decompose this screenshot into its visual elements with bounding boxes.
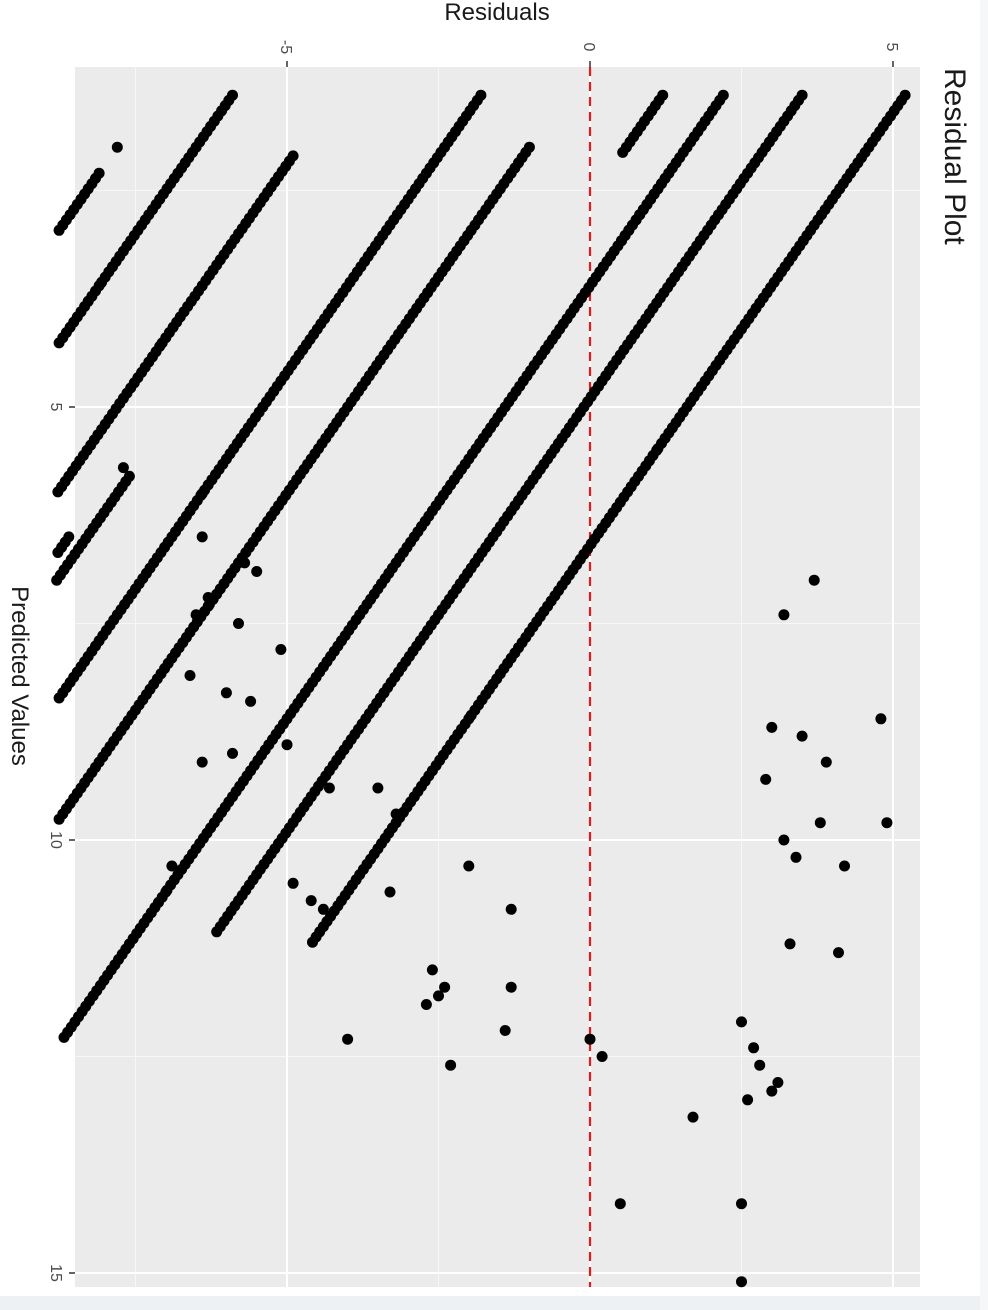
data-point <box>281 739 293 751</box>
data-point <box>372 782 384 794</box>
data-point <box>52 486 64 498</box>
data-point <box>323 782 335 794</box>
data-point <box>53 692 65 704</box>
data-point <box>433 990 444 1002</box>
data-point <box>748 1042 760 1054</box>
data-point <box>111 141 123 153</box>
data-point <box>420 999 432 1010</box>
data-point <box>784 938 796 950</box>
data-point <box>426 964 438 976</box>
data-point <box>227 747 238 759</box>
data-point <box>287 877 299 889</box>
predicted-tick-label: 15 <box>47 1264 64 1282</box>
data-point <box>596 1051 608 1062</box>
data-point <box>53 813 65 825</box>
data-point <box>251 566 263 577</box>
data-point <box>196 488 208 500</box>
data-point <box>166 860 178 872</box>
data-point <box>307 936 318 948</box>
predicted-tick-label: 5 <box>47 403 64 412</box>
data-point <box>736 1276 747 1288</box>
data-point <box>220 687 232 699</box>
data-point <box>614 1198 626 1210</box>
data-point <box>790 851 802 863</box>
residual-tick-label: -5 <box>277 40 294 54</box>
data-point <box>820 756 832 768</box>
data-point <box>245 695 257 707</box>
data-point <box>796 730 808 742</box>
y-axis-title: Residuals <box>444 0 549 26</box>
axis-ticks: -5 0 5 5 10 15 <box>47 40 900 1282</box>
data-point <box>58 1031 70 1043</box>
data-point <box>808 574 820 586</box>
data-point <box>390 808 402 820</box>
plot-title: Residual Plot <box>938 68 971 245</box>
data-point <box>881 817 893 829</box>
data-point <box>499 1025 511 1036</box>
data-point <box>778 834 790 846</box>
data-point <box>772 1077 784 1088</box>
data-point <box>766 721 778 733</box>
data-point <box>875 713 887 725</box>
residual-tick-label: 0 <box>580 43 597 52</box>
data-point <box>833 947 844 959</box>
data-point <box>239 557 251 569</box>
data-point <box>305 895 317 907</box>
data-point <box>742 1094 754 1106</box>
scatter-points <box>51 89 911 1288</box>
x-axis-title: Predicted Values <box>6 586 33 766</box>
data-point <box>52 547 64 558</box>
data-point <box>117 462 129 474</box>
window-right-strip <box>980 0 988 1310</box>
data-point <box>760 773 772 785</box>
data-point <box>196 531 208 543</box>
predicted-tick-label: 10 <box>47 831 64 849</box>
data-point <box>736 1198 747 1210</box>
data-point <box>505 981 517 993</box>
data-point <box>778 609 790 621</box>
data-point <box>53 224 65 236</box>
data-point <box>233 618 244 629</box>
data-point <box>505 903 517 915</box>
data-point <box>317 903 329 915</box>
data-point <box>384 886 396 898</box>
data-point <box>617 146 629 158</box>
data-point <box>736 1016 747 1028</box>
data-point <box>190 609 202 621</box>
data-point <box>53 337 65 349</box>
residual-tick-label: 5 <box>883 43 900 52</box>
data-point <box>342 1033 354 1045</box>
data-point <box>196 756 208 768</box>
data-point <box>439 981 451 993</box>
data-point <box>184 670 196 681</box>
data-point <box>463 860 475 872</box>
data-point <box>51 574 63 586</box>
data-point <box>687 1111 699 1123</box>
data-point <box>211 926 223 938</box>
data-point <box>202 592 214 603</box>
data-point <box>445 1059 457 1071</box>
data-point <box>584 1033 596 1045</box>
data-point <box>766 1085 778 1097</box>
window-bottom-strip <box>0 1296 988 1310</box>
data-point <box>839 860 850 872</box>
data-point <box>275 644 287 655</box>
data-point <box>754 1059 766 1071</box>
data-point <box>814 817 826 829</box>
